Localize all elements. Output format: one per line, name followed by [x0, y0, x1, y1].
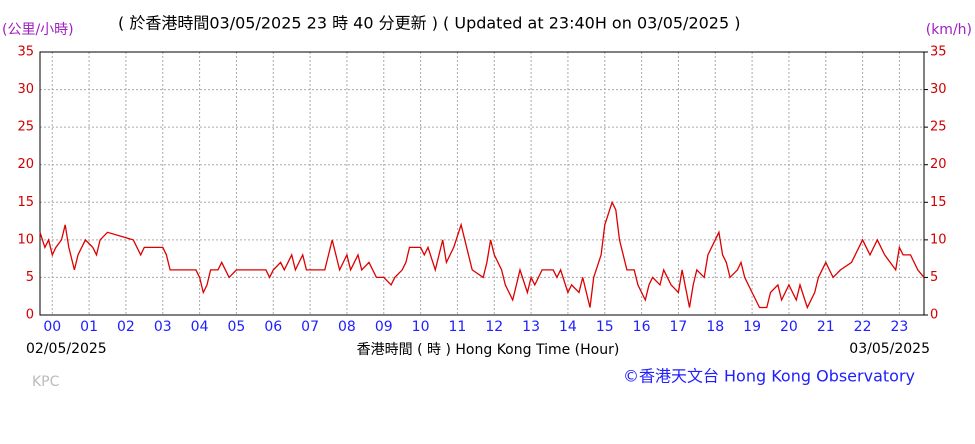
y-tick-label: 30 [17, 82, 34, 97]
chart-title: ( 於香港時間03/05/2025 23 時 40 分更新 ) ( Update… [118, 14, 741, 33]
wind-line [39, 200, 925, 310]
x-tick-label: 06 [264, 319, 282, 335]
x-axis-label: 香港時間 ( 時 ) Hong Kong Time (Hour) [357, 342, 620, 358]
x-tick-label: 10 [412, 319, 430, 335]
y-tick-label: 15 [17, 195, 34, 210]
y2-tick-label: 0 [930, 308, 938, 323]
y2-axis-label: (km/h) [926, 22, 972, 38]
x-tick-label: 03 [154, 319, 172, 335]
x-tick-label: 19 [743, 319, 761, 335]
y2-tick-label: 15 [930, 195, 947, 210]
x-tick-label: 04 [191, 319, 209, 335]
x-tick-label: 11 [449, 319, 467, 335]
x-tick-label: 07 [301, 319, 319, 335]
y-tick-label: 35 [17, 45, 34, 60]
plot-frame [39, 51, 925, 316]
y2-tick-label: 10 [930, 232, 947, 247]
x-tick-label: 16 [633, 319, 651, 335]
y-tick-label: 20 [17, 157, 34, 172]
x-tick-label: 20 [780, 319, 798, 335]
x-tick-label: 15 [596, 319, 614, 335]
y2-tick-label: 25 [930, 120, 947, 135]
x-tick-label: 14 [559, 319, 577, 335]
x-tick-label: 17 [670, 319, 688, 335]
y-tick-label: 5 [26, 270, 34, 285]
x-tick-label: 21 [817, 319, 835, 335]
x-tick-label: 02 [117, 319, 135, 335]
y2-tick-label: 20 [930, 157, 947, 172]
y-axis-label: (公里/小時) [2, 22, 74, 38]
x-tick-label: 13 [522, 319, 540, 335]
x-tick-label: 09 [375, 319, 393, 335]
y-tick-label: 25 [17, 120, 34, 135]
x-tick-label: 12 [485, 319, 503, 335]
y2-tick-label: 30 [930, 82, 947, 97]
x-tick-label: 18 [706, 319, 724, 335]
x-tick-label: 00 [43, 319, 61, 335]
y2-tick-label: 5 [930, 270, 938, 285]
x-tick-label: 08 [338, 319, 356, 335]
station: KPC [32, 374, 60, 390]
x-tick-label: 23 [891, 319, 909, 335]
credit: ©香港天文台 Hong Kong Observatory [623, 367, 915, 386]
y-tick-label: 10 [17, 232, 34, 247]
x-tick-label: 01 [80, 319, 98, 335]
y2-tick-label: 35 [930, 45, 947, 60]
x-tick-label: 22 [854, 319, 872, 335]
end-date: 03/05/2025 [849, 341, 930, 357]
start-date: 02/05/2025 [26, 341, 107, 357]
x-tick-label: 05 [228, 319, 246, 335]
y-tick-label: 0 [26, 308, 34, 323]
